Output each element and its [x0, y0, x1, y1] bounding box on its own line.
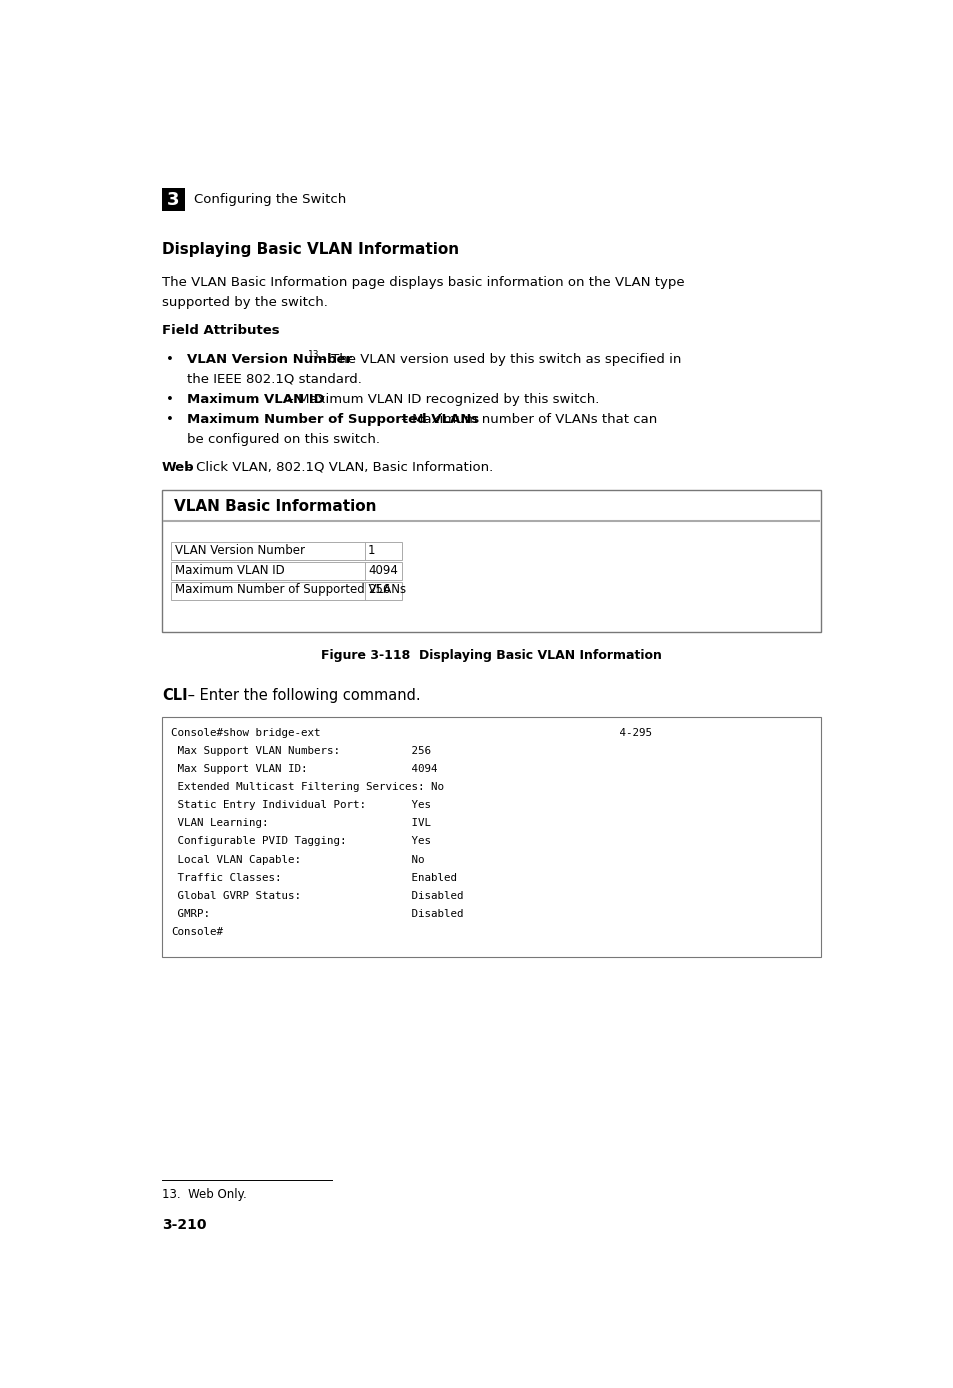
Text: Max Support VLAN ID:                4094: Max Support VLAN ID: 4094 [171, 763, 437, 775]
Text: •: • [166, 393, 173, 405]
Text: Maximum Number of Supported VLANs: Maximum Number of Supported VLANs [187, 414, 479, 426]
Text: Maximum Number of Supported VLANs: Maximum Number of Supported VLANs [174, 583, 406, 597]
Text: Console#: Console# [171, 927, 223, 937]
Text: Console#show bridge-ext                                              4-295: Console#show bridge-ext 4-295 [171, 727, 652, 738]
Text: VLAN Basic Information: VLAN Basic Information [173, 500, 375, 514]
Text: 3: 3 [167, 190, 179, 208]
Text: Extended Multicast Filtering Services: No: Extended Multicast Filtering Services: N… [171, 783, 444, 793]
Bar [162, 189, 185, 211]
Bar [171, 562, 402, 580]
Text: Field Attributes: Field Attributes [162, 323, 279, 337]
Text: 13.  Web Only.: 13. Web Only. [162, 1188, 247, 1201]
Text: 13: 13 [308, 350, 319, 359]
Text: the IEEE 802.1Q standard.: the IEEE 802.1Q standard. [187, 373, 362, 386]
Text: Web: Web [162, 461, 194, 473]
Bar [162, 490, 820, 633]
Text: Traffic Classes:                    Enabled: Traffic Classes: Enabled [171, 873, 456, 883]
Text: 3-210: 3-210 [162, 1219, 206, 1233]
Text: Global GVRP Status:                 Disabled: Global GVRP Status: Disabled [171, 891, 463, 901]
Bar [162, 718, 820, 958]
Text: CLI: CLI [162, 688, 188, 702]
Text: Maximum VLAN ID: Maximum VLAN ID [174, 564, 285, 577]
Text: Displaying Basic VLAN Information: Displaying Basic VLAN Information [162, 242, 458, 257]
Text: •: • [166, 414, 173, 426]
Text: The VLAN Basic Information page displays basic information on the VLAN type: The VLAN Basic Information page displays… [162, 276, 684, 289]
Text: GMRP:                               Disabled: GMRP: Disabled [171, 909, 463, 919]
Text: Max Support VLAN Numbers:           256: Max Support VLAN Numbers: 256 [171, 745, 431, 756]
Text: – Maximum VLAN ID recognized by this switch.: – Maximum VLAN ID recognized by this swi… [282, 393, 598, 405]
Text: 256: 256 [368, 583, 390, 597]
Text: – Enter the following command.: – Enter the following command. [183, 688, 420, 702]
Text: – Maximum number of VLANs that can: – Maximum number of VLANs that can [396, 414, 657, 426]
Text: supported by the switch.: supported by the switch. [162, 296, 328, 310]
Text: •: • [166, 353, 173, 366]
Text: Maximum VLAN ID: Maximum VLAN ID [187, 393, 325, 405]
Text: VLAN Learning:                      IVL: VLAN Learning: IVL [171, 819, 431, 829]
Text: Configurable PVID Tagging:          Yes: Configurable PVID Tagging: Yes [171, 837, 431, 847]
Text: 4094: 4094 [368, 564, 397, 577]
Text: VLAN Version Number: VLAN Version Number [187, 353, 353, 366]
Text: Figure 3-118  Displaying Basic VLAN Information: Figure 3-118 Displaying Basic VLAN Infor… [320, 650, 661, 662]
Text: Local VLAN Capable:                 No: Local VLAN Capable: No [171, 855, 424, 865]
Text: – Click VLAN, 802.1Q VLAN, Basic Information.: – Click VLAN, 802.1Q VLAN, Basic Informa… [181, 461, 493, 473]
Text: be configured on this switch.: be configured on this switch. [187, 433, 380, 446]
Bar [171, 582, 402, 600]
Text: Static Entry Individual Port:       Yes: Static Entry Individual Port: Yes [171, 801, 431, 811]
Text: 1: 1 [368, 544, 375, 557]
Text: VLAN Version Number: VLAN Version Number [174, 544, 305, 557]
Text: – The VLAN version used by this switch as specified in: – The VLAN version used by this switch a… [315, 353, 680, 366]
Text: Configuring the Switch: Configuring the Switch [194, 193, 346, 207]
Bar [171, 543, 402, 561]
